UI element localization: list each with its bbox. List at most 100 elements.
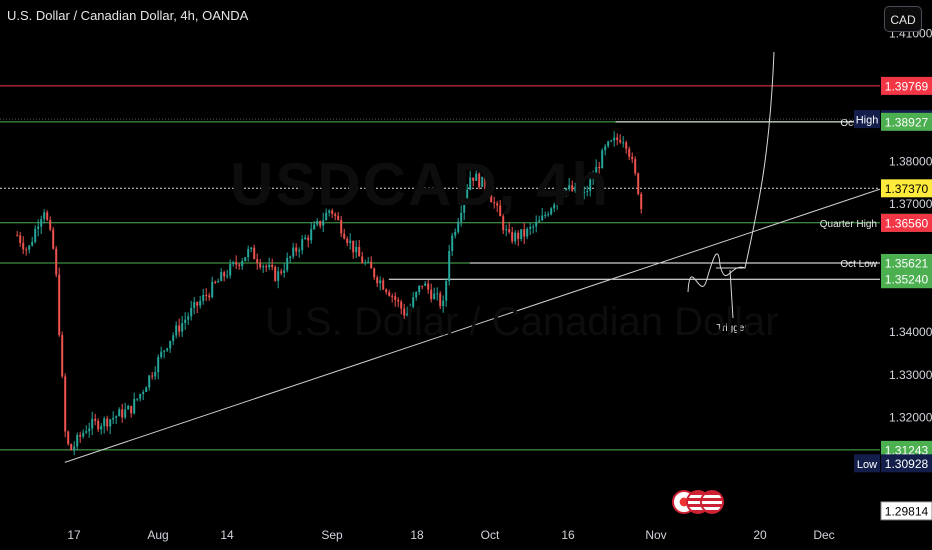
candle-body (148, 375, 151, 388)
candle-body (574, 186, 577, 191)
candle-body (73, 446, 76, 451)
x-tick-1: Aug (147, 528, 168, 542)
us-flag-icon-2[interactable] (700, 490, 724, 514)
candle-body (469, 177, 472, 190)
candle-body (238, 264, 241, 267)
candle-body (454, 231, 457, 236)
projection-path (687, 51, 775, 293)
candle-body (166, 348, 169, 351)
candle-body (559, 194, 562, 198)
candle-body (433, 293, 436, 300)
candle-body (316, 220, 319, 225)
candle-body (325, 212, 328, 221)
candle-body (85, 431, 88, 433)
candle-body (256, 259, 259, 264)
candle-body (64, 376, 67, 432)
currency-button[interactable]: CAD (884, 6, 922, 32)
candle-body (514, 232, 517, 242)
candle-body (343, 233, 346, 239)
candle-body (277, 271, 280, 281)
candle-body (535, 221, 538, 227)
price-label-9: 1.30928 (885, 457, 929, 471)
candle-body (160, 351, 163, 357)
candle-body (445, 281, 448, 301)
candle-body (346, 238, 349, 243)
candle-body (193, 301, 196, 308)
candle-body (370, 261, 373, 269)
candle-body (70, 444, 73, 451)
candle-body (388, 292, 391, 296)
candle-body (67, 431, 70, 445)
price-tag-box-1 (854, 110, 880, 129)
price-label-box-7 (881, 270, 932, 289)
candle-body (364, 262, 367, 264)
candle-body (376, 277, 379, 284)
candle-body (52, 229, 55, 249)
candle-body (478, 173, 481, 188)
candle-body (136, 398, 139, 400)
candle-body (355, 246, 358, 253)
candle-body (619, 139, 622, 143)
candle-body (214, 281, 217, 283)
candle-body (19, 235, 22, 243)
price-label-8: 1.31243 (885, 443, 929, 457)
candle-body (151, 375, 154, 377)
candle-body (181, 322, 184, 332)
price-label-box-2 (881, 112, 932, 131)
candle-body (625, 142, 628, 149)
candle-body (526, 228, 529, 237)
price-label-3: 1.37370 (885, 182, 929, 196)
candle-body (154, 372, 157, 377)
candle-body (502, 216, 505, 231)
candle-body (268, 264, 271, 268)
candle-body (328, 210, 331, 213)
candle-body (184, 319, 187, 323)
candle-body (610, 140, 613, 142)
candle-body (169, 340, 172, 349)
event-flags[interactable] (672, 490, 728, 516)
candle-body (49, 219, 52, 230)
candle-body (334, 213, 337, 216)
candle-body (427, 283, 430, 290)
candle-body (487, 189, 490, 195)
candle-body (142, 391, 145, 394)
candle-body (109, 419, 112, 427)
candle-body (523, 229, 526, 237)
candle-body (442, 300, 445, 307)
candle-body (121, 409, 124, 418)
candle-body (493, 202, 496, 204)
candle-body (232, 262, 235, 265)
annotation-trigger: Trigger (716, 323, 748, 334)
candle-body (424, 283, 427, 286)
y-tick-4: 1.33000 (889, 368, 932, 382)
candle-body (100, 426, 103, 430)
x-tick-2: 14 (220, 528, 234, 542)
candle-body (205, 294, 208, 296)
chart-title: U.S. Dollar / Canadian Dollar, 4h, OANDA (7, 8, 249, 23)
candle-body (511, 232, 514, 242)
candle-body (385, 289, 388, 293)
candle-body (124, 409, 127, 418)
trigger-arrow (729, 269, 734, 319)
candle-body (529, 227, 532, 229)
price-label-2: 1.38927 (885, 115, 929, 129)
candle-body (547, 214, 550, 216)
candle-body (280, 271, 283, 273)
candle-body (157, 356, 160, 373)
candle-body (598, 166, 601, 169)
x-tick-0: 17 (67, 528, 81, 542)
candle-body (139, 393, 142, 399)
candle-body (211, 281, 214, 298)
price-label-box-9 (881, 454, 932, 473)
price-label-7: 1.35240 (885, 273, 929, 287)
candle-body (541, 215, 544, 221)
candle-body (235, 262, 238, 265)
candle-body (553, 204, 556, 209)
x-tick-4: 18 (410, 528, 424, 542)
price-tag-9: Low (857, 459, 877, 471)
candle-body (397, 299, 400, 302)
level-label-3: Quarter High (820, 219, 877, 230)
candle-body (400, 301, 403, 309)
candle-body (283, 270, 286, 273)
